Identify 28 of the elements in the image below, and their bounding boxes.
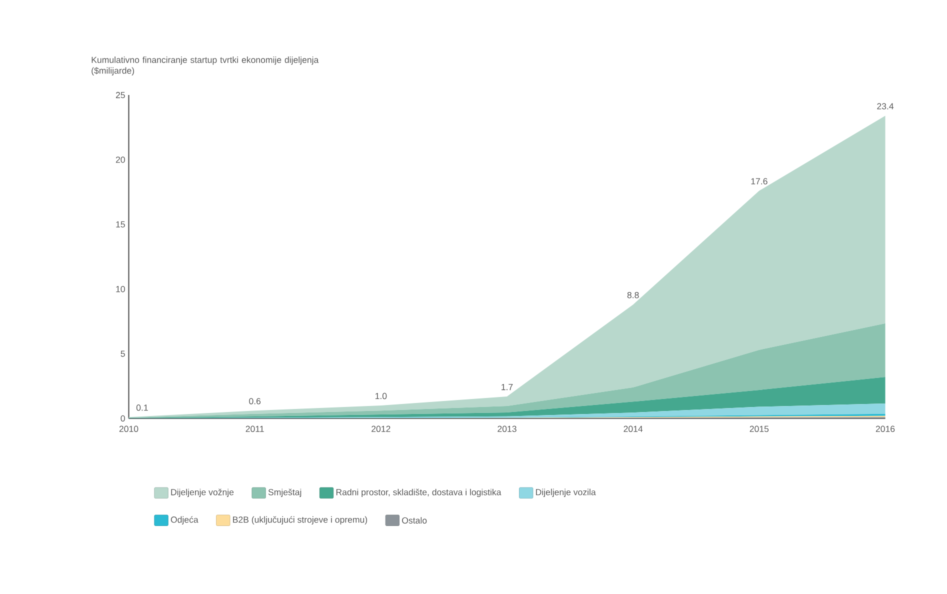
y-tick-label: 0 xyxy=(120,415,125,422)
legend-label: Ostalo xyxy=(402,517,427,524)
x-tick-label: 2013 xyxy=(498,426,516,432)
legend-label: Dijeljenje vožnje xyxy=(171,488,234,498)
legend-label: Odjeća xyxy=(170,516,198,525)
total-label: 8.8 xyxy=(627,292,639,298)
y-tick-label: 15 xyxy=(116,221,125,228)
legend-label: B2B (uključujući strojeve i opremu) xyxy=(233,516,368,525)
legend-label: Smještaj xyxy=(268,488,302,498)
total-label: 0.1 xyxy=(136,404,148,411)
x-tick-label: 2010 xyxy=(119,426,138,432)
legend-label: Dijeljenje vozila xyxy=(536,488,596,498)
y-tick-label: 20 xyxy=(116,156,125,163)
total-label: 0.6 xyxy=(249,398,261,404)
x-tick-label: 2011 xyxy=(246,426,264,432)
y-tick-label: 10 xyxy=(116,286,125,292)
total-label: 17.6 xyxy=(751,178,768,184)
y-tick-label: 25 xyxy=(116,92,125,98)
x-tick-label: 2015 xyxy=(750,426,769,432)
legend-label: Radni prostor, skladište, dostava i logistika xyxy=(336,488,502,498)
total-label: 1.0 xyxy=(375,392,387,400)
y-tick-label: 5 xyxy=(120,350,125,357)
x-tick-label: 2016 xyxy=(876,426,895,432)
x-tick-label: 2012 xyxy=(372,426,390,432)
chart-title: Kumulativno financiranje startup tvrtki ekonomije dijeljenja ($milijarde) xyxy=(92,56,319,76)
total-label: 23.4 xyxy=(877,103,894,110)
x-tick-label: 2014 xyxy=(624,426,643,432)
total-label: 1.7 xyxy=(502,384,513,390)
